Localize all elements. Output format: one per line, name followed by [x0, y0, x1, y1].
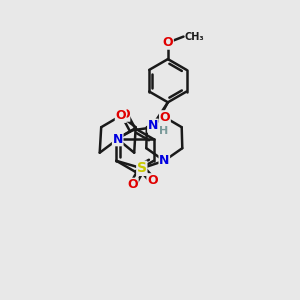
- Text: N: N: [148, 119, 158, 132]
- Text: CH₃: CH₃: [185, 32, 205, 42]
- Text: H: H: [159, 126, 169, 136]
- Text: O: O: [147, 174, 158, 187]
- Text: N: N: [112, 133, 123, 146]
- Text: S: S: [137, 161, 147, 175]
- Text: O: O: [116, 109, 126, 122]
- Text: O: O: [128, 178, 138, 191]
- Text: N: N: [159, 154, 169, 167]
- Text: O: O: [119, 108, 130, 121]
- Text: O: O: [163, 36, 173, 49]
- Text: O: O: [160, 111, 170, 124]
